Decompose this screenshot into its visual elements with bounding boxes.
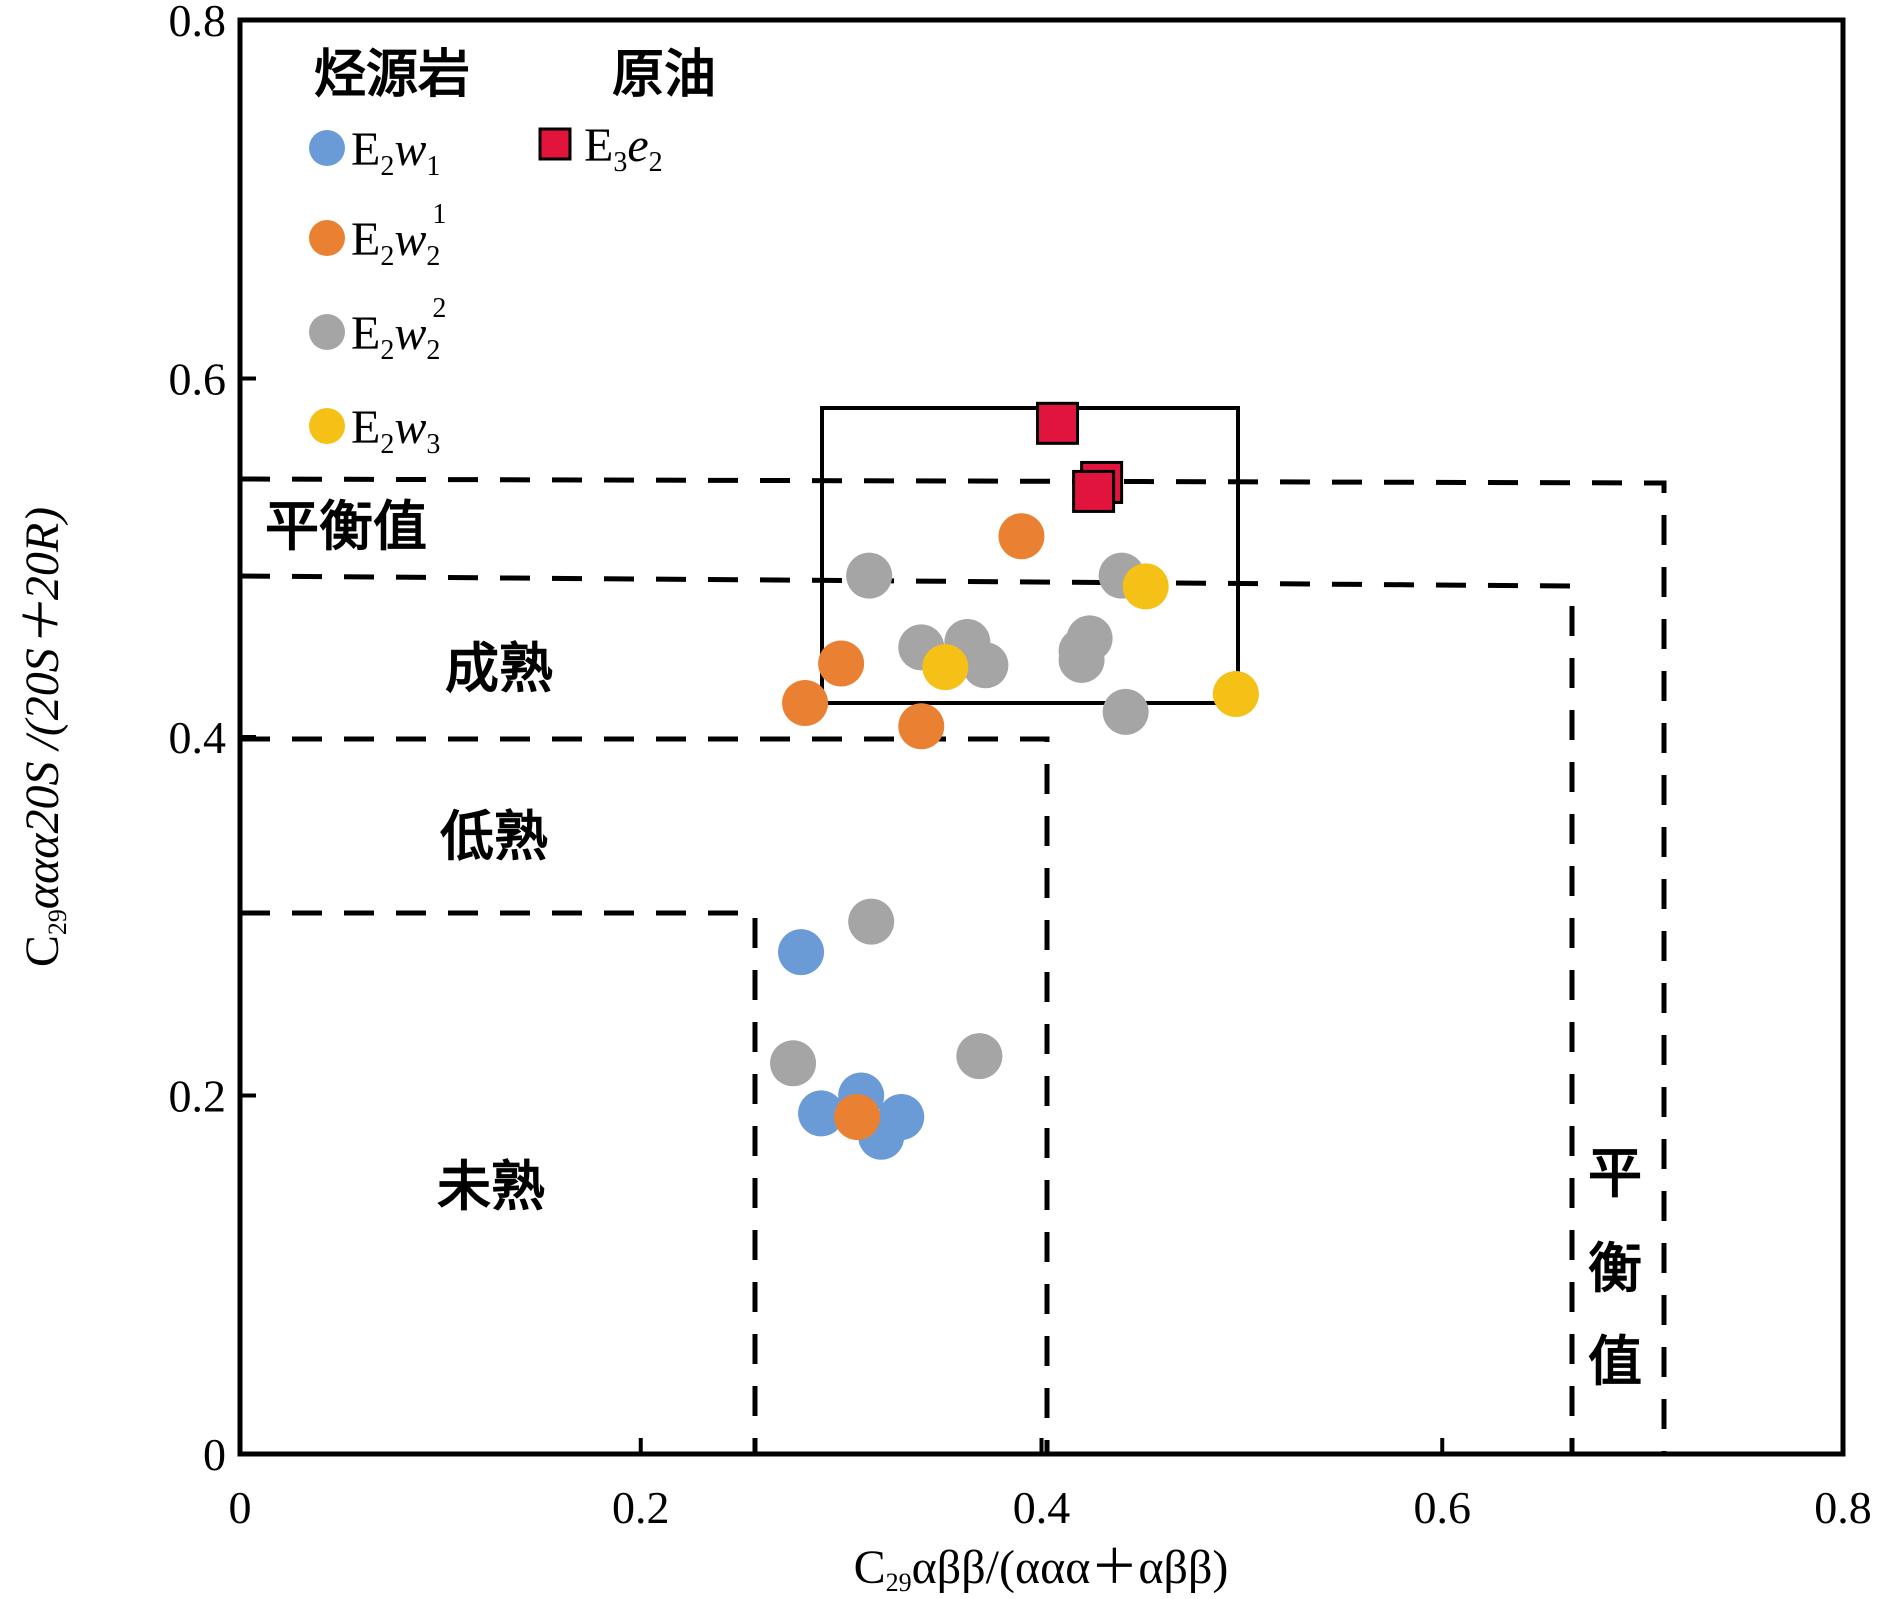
- zone-label-equilibrium-vertical-1: 平: [1588, 1142, 1642, 1205]
- data-point-E2w3: [922, 644, 969, 691]
- mature-boundary: [239, 573, 1575, 1452]
- data-point-E2w2-2: [1058, 636, 1105, 683]
- data-point-E2w1: [778, 929, 825, 976]
- data-point-E2w2-2: [848, 898, 895, 945]
- legend-marker-E2w1: [309, 130, 345, 166]
- x-axis-title: C29αββ/(ααα＋αββ): [854, 1541, 1229, 1597]
- legend-marker-E2w2-2: [309, 314, 345, 350]
- y-tick-label: 0.8: [169, 0, 227, 46]
- data-point-E2w1: [798, 1090, 845, 1137]
- legend-marker-E2w3: [309, 408, 345, 444]
- data-point-E2w2-1: [998, 513, 1045, 560]
- y-tick-label: 0: [203, 1429, 226, 1480]
- legend-label-E2w2-2: E2w22: [351, 293, 446, 366]
- zone-boundary-lines: [239, 476, 1667, 1452]
- x-tick-label: 0.6: [1414, 1482, 1472, 1533]
- low-mature-boundary: [240, 736, 1050, 1452]
- x-tick-label: 0.8: [1814, 1482, 1872, 1533]
- zone-label-low-mature: 低熟: [440, 805, 548, 868]
- zone-label-equilibrium-vertical-2: 衡: [1588, 1237, 1642, 1300]
- legend-group-crude-oil: 原油: [612, 45, 716, 105]
- crude-oil-region-box: [820, 406, 1240, 705]
- data-point-E2w2-1: [834, 1094, 881, 1141]
- legend-label-E3e2: E3e2: [584, 119, 663, 178]
- data-point-E2w2-2: [1102, 688, 1149, 735]
- data-point-E3e2: [1036, 401, 1080, 445]
- x-tick-label: 0.2: [612, 1482, 670, 1533]
- x-axis-ticks: 0 0.2 0.4 0.6 0.8: [229, 1438, 1872, 1533]
- equilibrium-boundary: [239, 476, 1667, 1452]
- x-tick-label: 0.4: [1013, 1482, 1071, 1533]
- data-point-E2w3: [1212, 670, 1259, 717]
- legend-marker-E2w2-1: [309, 220, 345, 256]
- legend-label-E2w3: E2w3: [351, 401, 440, 460]
- legend: 烃源岩 原油 E2w1 E3e2 E2w21 E2w22 E2w3: [309, 45, 716, 460]
- data-point-E2w2-2: [956, 1033, 1003, 1080]
- immature-boundary: [240, 910, 758, 1452]
- data-points: [770, 401, 1259, 1160]
- data-point-E2w3: [1122, 563, 1169, 610]
- x-tick-label: 0: [229, 1482, 252, 1533]
- data-point-E2w2-1: [782, 679, 829, 726]
- data-point-E2w2-2: [846, 552, 893, 599]
- legend-label-E2w1: E2w1: [351, 123, 440, 182]
- data-point-E2w2-1: [898, 703, 945, 750]
- data-point-E2w2-2: [770, 1040, 817, 1087]
- data-point-E2w2-2: [962, 642, 1009, 689]
- y-tick-label: 0.4: [169, 712, 227, 763]
- zone-label-equilibrium-vertical-3: 值: [1588, 1330, 1642, 1393]
- y-tick-label: 0.6: [169, 354, 227, 405]
- legend-group-source-rock: 烃源岩: [314, 45, 470, 105]
- data-point-E2w2-1: [818, 640, 865, 687]
- zone-label-mature: 成熟: [445, 637, 553, 700]
- y-axis-title: C29ααα20S /(20S＋20R): [16, 507, 72, 967]
- legend-marker-E3e2: [538, 127, 572, 161]
- legend-label-E2w2-1: E2w21: [351, 199, 446, 272]
- y-tick-label: 0.2: [169, 1071, 227, 1122]
- zone-label-equilibrium: 平衡值: [265, 495, 427, 558]
- y-axis-ticks: 0 0.2 0.4 0.6 0.8: [169, 0, 256, 1480]
- data-point-E3e2: [1072, 469, 1116, 513]
- zone-label-immature: 未熟: [437, 1155, 545, 1218]
